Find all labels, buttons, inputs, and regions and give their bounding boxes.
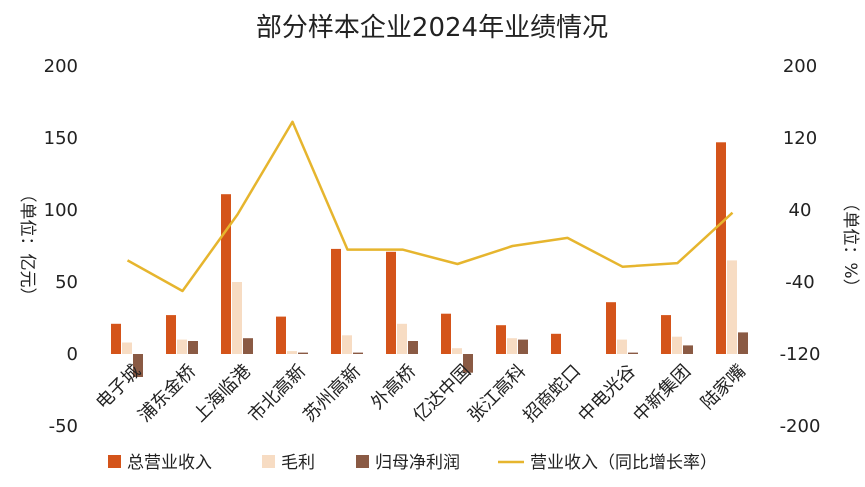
bar-2-10 — [683, 345, 693, 354]
bar-2-4 — [353, 352, 363, 354]
bar-2-7 — [518, 339, 528, 354]
left-tick-label: 50 — [55, 272, 78, 293]
bar-1-9 — [617, 339, 627, 354]
left-tick-label: -50 — [49, 416, 78, 437]
category-label: 张江高科 — [464, 361, 530, 427]
legend-swatch — [262, 455, 275, 468]
left-tick-label: 0 — [67, 344, 78, 365]
growth-rate-line — [126, 120, 734, 293]
bar-1-4 — [342, 335, 352, 354]
bar-0-8 — [551, 333, 561, 354]
bar-1-5 — [397, 323, 407, 354]
legend-swatch — [108, 455, 121, 468]
bar-0-10 — [661, 315, 671, 354]
legend-label: 归母净利润 — [375, 453, 460, 473]
right-tick-label: 40 — [789, 200, 812, 221]
legend-label: 总营业收入 — [127, 453, 212, 473]
legend-label: 营业收入（同比增长率） — [530, 453, 717, 473]
left-tick-label: 150 — [44, 128, 78, 149]
bar-1-11 — [727, 260, 737, 354]
bar-0-4 — [331, 248, 341, 354]
legend: 总营业收入 毛利 归母净利润 营业收入（同比增长率） — [108, 453, 717, 473]
bar-series-group — [111, 142, 748, 377]
right-tick-label: -40 — [785, 272, 814, 293]
category-label: 浦东金桥 — [134, 361, 200, 427]
right-tick-label: 120 — [783, 128, 817, 149]
bar-1-2 — [232, 282, 242, 354]
bar-0-9 — [606, 302, 616, 354]
bar-1-0 — [122, 342, 132, 354]
left-tick-label: 100 — [44, 200, 78, 221]
right-tick-label: -200 — [780, 416, 821, 437]
left-axis-title: （单位：亿元） — [17, 186, 37, 305]
category-label: 市北高新 — [244, 361, 310, 427]
right-axis-ticks: 200 120 40 -40 -120 -200 — [780, 56, 821, 437]
bar-2-9 — [628, 352, 638, 354]
left-tick-label: 200 — [44, 56, 78, 77]
bar-0-0 — [111, 323, 121, 354]
right-tick-label: -120 — [780, 344, 821, 365]
category-label: 中电光谷 — [574, 361, 640, 427]
category-label: 陆家嘴 — [697, 361, 750, 414]
right-axis-title: （单位：%） — [840, 194, 860, 295]
bar-0-7 — [496, 325, 506, 354]
bar-2-0 — [133, 354, 143, 377]
chart-title: 部分样本企业2024年业绩情况 — [256, 13, 608, 43]
bar-0-3 — [276, 316, 286, 354]
bar-2-6 — [463, 354, 473, 373]
category-label: 上海临港 — [189, 361, 255, 427]
bar-0-1 — [166, 315, 176, 354]
bar-0-2 — [221, 194, 231, 354]
legend-swatch — [356, 455, 369, 468]
right-tick-label: 200 — [783, 56, 817, 77]
category-label: 电子城 — [92, 361, 145, 414]
bar-2-3 — [298, 352, 308, 354]
category-label: 中新集团 — [629, 361, 695, 427]
bar-0-6 — [441, 313, 451, 354]
left-axis-ticks: 200 150 100 50 0 -50 — [44, 56, 78, 437]
bar-1-3 — [287, 351, 297, 354]
bar-2-5 — [408, 341, 418, 354]
line-series-group — [126, 120, 734, 293]
category-label: 苏州高新 — [299, 361, 365, 427]
legend-label: 毛利 — [281, 453, 315, 473]
bar-2-1 — [188, 341, 198, 354]
category-label: 亿达中国 — [409, 361, 475, 427]
bar-0-11 — [716, 142, 726, 354]
bar-1-7 — [507, 338, 517, 354]
category-label: 招商蛇口 — [519, 361, 585, 427]
category-label: 外高桥 — [367, 361, 420, 414]
bar-1-6 — [452, 348, 462, 354]
bar-1-10 — [672, 336, 682, 354]
bar-2-11 — [738, 332, 748, 354]
bar-2-2 — [243, 338, 253, 354]
bar-0-5 — [386, 251, 396, 354]
bar-1-1 — [177, 339, 187, 354]
